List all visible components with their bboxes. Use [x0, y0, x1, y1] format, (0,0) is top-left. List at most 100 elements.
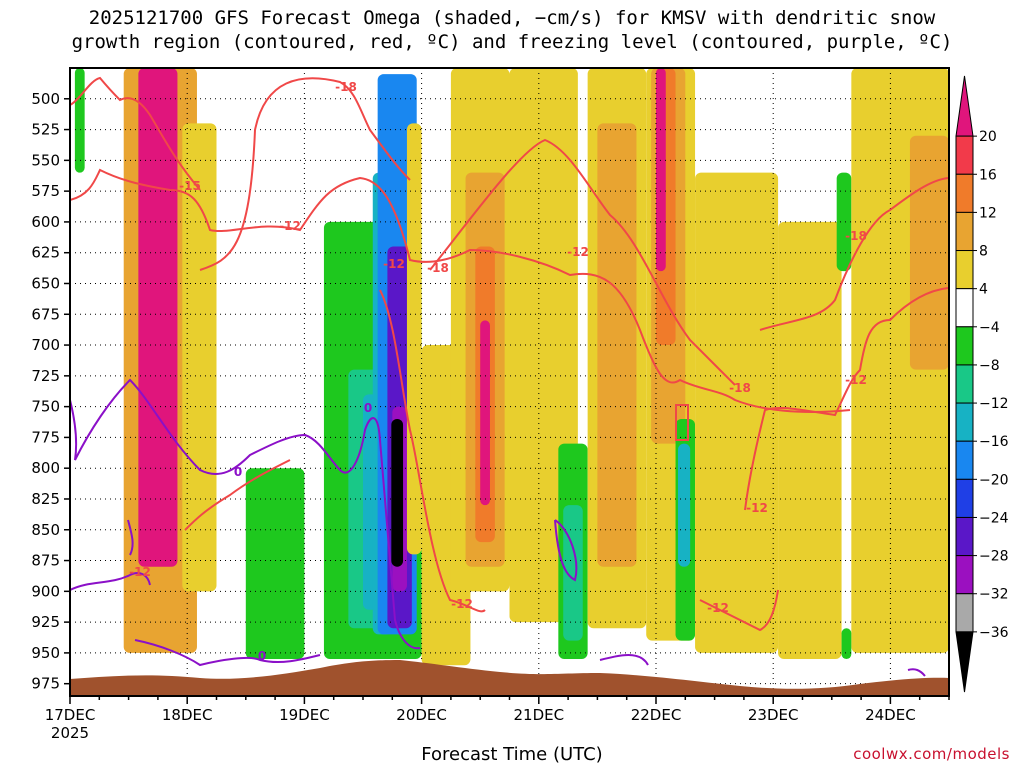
- omega-patch: [677, 443, 691, 567]
- contour-labels: -18 -15 -12 -12 -18 -12 -18 -12 -12 -18 -12 -12 -12 0…: [129, 80, 867, 663]
- colorbar-label: 4: [979, 282, 988, 298]
- y-tick-label: 775: [31, 428, 60, 446]
- colorbar-label: −28: [979, 549, 1009, 565]
- y-tick-label: 550: [31, 151, 60, 169]
- colorbar-arrow-top: [955, 75, 974, 137]
- contour-label: -18: [845, 229, 867, 243]
- y-tick-label: 825: [31, 490, 60, 508]
- y-tick-label: 950: [31, 644, 60, 662]
- omega-patch: [74, 68, 85, 173]
- colorbar-label: 16: [979, 167, 997, 183]
- y-axis: 500 525 550 575 600 625 650 675 700 725 750 775 800 8…: [31, 90, 70, 693]
- y-tick-label: 500: [31, 90, 60, 108]
- x-tick-label: 23DEC: [748, 706, 799, 724]
- credit-link[interactable]: coolwx.com/models: [853, 745, 1010, 763]
- colorbar-label: −8: [979, 358, 1000, 374]
- colorbar-bin: [955, 402, 974, 442]
- contour-label: 0: [364, 401, 372, 415]
- colorbar-label: 8: [979, 244, 988, 260]
- x-tick-label: 20DEC: [396, 706, 447, 724]
- colorbar-bin: [955, 135, 974, 175]
- colorbar-label: −36: [979, 625, 1009, 641]
- x-tick-label: 17DEC: [45, 706, 96, 724]
- red-contour-lower: [184, 177, 949, 632]
- colorbar-bin: [955, 516, 974, 557]
- colorbar-label: −16: [979, 434, 1009, 450]
- y-tick-label: 900: [31, 582, 60, 600]
- y-tick-label: 875: [31, 552, 60, 570]
- omega-patch: [563, 505, 583, 641]
- contour-label: -12: [746, 501, 768, 515]
- y-tick-label: 975: [31, 675, 60, 693]
- contour-lines: [70, 76, 949, 677]
- y-tick-label: 600: [31, 213, 60, 231]
- contour-label: -12: [845, 373, 867, 387]
- contour-label: -12: [279, 219, 301, 233]
- y-tick-label: 625: [31, 244, 60, 262]
- omega-patch: [406, 123, 422, 555]
- contour-label: -12: [451, 597, 473, 611]
- colorbar-bin: [955, 326, 974, 366]
- omega-patch: [909, 135, 949, 370]
- contour-label: -18: [729, 381, 751, 395]
- purple-contour-freezing-2: [70, 519, 926, 677]
- contour-label: 0: [234, 465, 242, 479]
- contour-label: -18: [427, 261, 449, 275]
- colorbar-label: −4: [979, 320, 1000, 336]
- omega-patch: [841, 628, 852, 660]
- y-tick-label: 750: [31, 398, 60, 416]
- y-tick-label: 850: [31, 521, 60, 539]
- contour-label: -12: [383, 257, 405, 271]
- omega-patch: [138, 68, 178, 567]
- contour-label: -12: [567, 245, 589, 259]
- contour-label: 0: [258, 649, 266, 663]
- title-line-2: growth region (contoured, red, ºC) and f…: [71, 31, 953, 53]
- colorbar-bin: [955, 555, 974, 595]
- colorbar-bin: [955, 478, 974, 518]
- colorbar-bin: [955, 364, 974, 404]
- omega-patch: [391, 418, 404, 567]
- y-tick-label: 725: [31, 367, 60, 385]
- colorbar-bin: [955, 250, 974, 290]
- colorbar-bin: [955, 173, 974, 213]
- colorbar-arrow-bottom: [955, 631, 974, 693]
- x-tick-label: 22DEC: [631, 706, 682, 724]
- omega-patch: [778, 221, 842, 660]
- colorbar-label: −32: [979, 587, 1009, 603]
- red-contour-box: [675, 404, 689, 441]
- x-tick-label: 21DEC: [514, 706, 565, 724]
- red-contour-top: [70, 76, 736, 386]
- y-tick-label: 575: [31, 182, 60, 200]
- colorbar-label: −20: [979, 472, 1009, 488]
- omega-patch: [656, 68, 666, 272]
- y-tick-label: 650: [31, 274, 60, 292]
- contour-label: -15: [179, 179, 201, 193]
- colorbar-label: −12: [979, 396, 1009, 412]
- red-contour-upper: [70, 168, 851, 413]
- colorbar: 20 16 12 8 4 −4 −8 −12 −16 −20 −24 −28 −32 −36: [955, 75, 1009, 693]
- purple-contour-freezing-1: [70, 378, 421, 650]
- omega-patch: [245, 468, 305, 660]
- x-sub-label: 2025: [51, 724, 89, 742]
- y-tick-label: 525: [31, 121, 60, 139]
- colorbar-label: 12: [979, 205, 997, 221]
- terrain: [70, 660, 949, 696]
- y-tick-label: 925: [31, 613, 60, 631]
- contour-label: -18: [335, 80, 357, 94]
- y-tick-label: 675: [31, 305, 60, 323]
- omega-patch: [836, 172, 852, 272]
- y-tick-label: 700: [31, 336, 60, 354]
- colorbar-bin: [955, 593, 974, 633]
- colorbar-label: −24: [979, 510, 1009, 526]
- x-tick-label: 19DEC: [279, 706, 330, 724]
- colorbar-bin: [955, 440, 974, 480]
- x-axis-label: Forecast Time (UTC): [421, 744, 603, 765]
- omega-patch: [480, 320, 490, 506]
- colorbar-label: 20: [979, 129, 997, 145]
- contour-label: -12: [707, 601, 729, 615]
- omega-shading: [74, 68, 949, 666]
- colorbar-bin: [955, 211, 974, 252]
- title-line-1: 2025121700 GFS Forecast Omega (shaded, −…: [88, 7, 936, 29]
- chart-title: 2025121700 GFS Forecast Omega (shaded, −…: [0, 6, 1024, 54]
